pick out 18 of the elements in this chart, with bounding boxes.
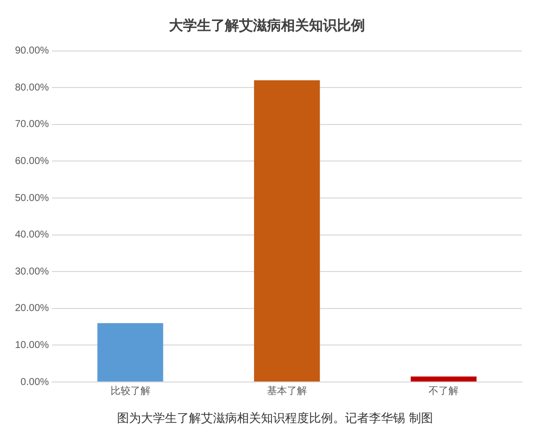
bar — [410, 376, 477, 382]
bar — [254, 80, 320, 382]
y-tick-label: 70.00% — [14, 119, 50, 130]
x-tick-label: 比较了解 — [110, 384, 150, 397]
text: 图为大学生了解艾滋病相关知识程度比例。记者李华锡 制图 — [116, 410, 434, 427]
chart-title: 大学生了解艾滋病相关知识比例 — [169, 17, 365, 34]
y-tick-label: 50.00% — [14, 192, 50, 204]
y-tick-label: 90.00% — [14, 46, 50, 57]
x-tick-label: 不了解 — [428, 386, 459, 397]
x-tick-label: 基本了解 — [266, 384, 307, 397]
y-tick-label: 10.00% — [14, 340, 50, 351]
y-tick-label: 0.00% — [20, 376, 50, 388]
y-tick-label: 30.00% — [14, 266, 50, 278]
y-tick-label: 40.00% — [14, 230, 50, 241]
y-tick-label: 20.00% — [14, 303, 50, 314]
y-tick-label: 80.00% — [14, 82, 50, 94]
y-tick-label: 60.00% — [14, 156, 50, 167]
bar — [97, 323, 164, 382]
